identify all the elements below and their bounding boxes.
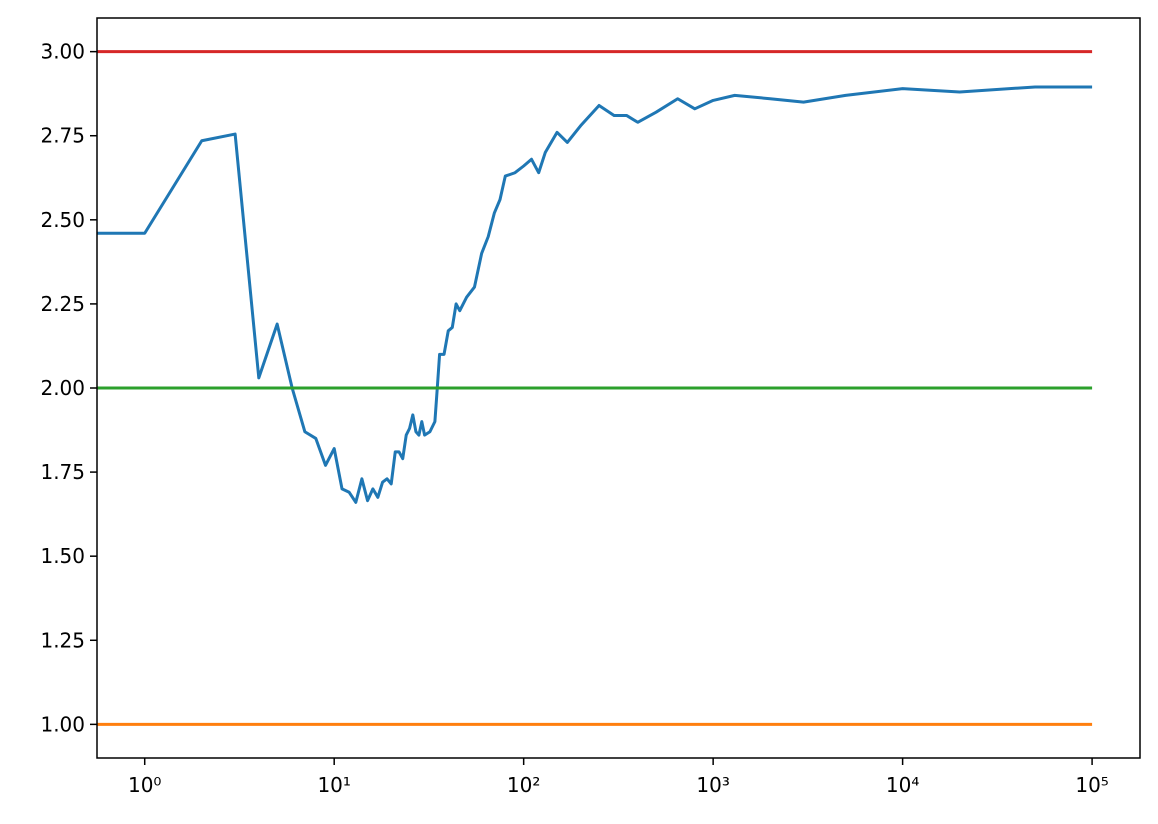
y-tick-label: 1.75 (40, 460, 85, 484)
x-tick-label: 10² (507, 773, 540, 797)
y-tick-label: 2.00 (40, 376, 85, 400)
x-tick-label: 10³ (696, 773, 729, 797)
x-tick-label: 10⁵ (1075, 773, 1108, 797)
x-tick-label: 10¹ (317, 773, 350, 797)
plot-area (97, 50, 1093, 726)
y-tick-label: 2.75 (40, 124, 85, 148)
y-tick-label: 2.25 (40, 292, 85, 316)
y-tick-label: 1.25 (40, 628, 85, 652)
x-tick-label: 10⁴ (886, 773, 919, 797)
x-tick-label: 10⁰ (128, 773, 161, 797)
line-series (97, 85, 1093, 504)
y-tick-label: 3.00 (40, 40, 85, 64)
y-tick-label: 2.50 (40, 208, 85, 232)
y-tick-label: 1.50 (40, 544, 85, 568)
y-tick-label: 1.00 (40, 712, 85, 736)
